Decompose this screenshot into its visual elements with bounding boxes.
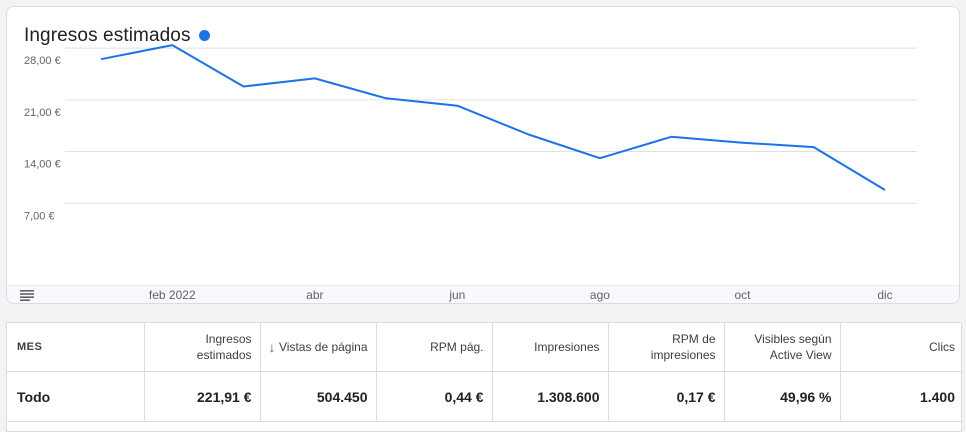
series-line[interactable]: [101, 45, 885, 190]
arrow-down-icon: ↓: [269, 339, 276, 355]
column-header-clics[interactable]: Clics: [840, 323, 963, 372]
x-axis-strip: [7, 285, 960, 304]
column-header-rpm-pag[interactable]: RPM pág.: [376, 323, 492, 372]
column-header-vistas-label: Vistas de página: [279, 339, 368, 355]
table-cell: 1.308.600: [492, 372, 608, 422]
column-header-vistas[interactable]: ↓ Vistas de página: [260, 323, 376, 372]
column-header-mes[interactable]: MES: [7, 323, 144, 372]
column-header-impresiones[interactable]: Impresiones: [492, 323, 608, 372]
table-cell: Todo: [7, 372, 144, 422]
column-header-ingresos[interactable]: Ingresos estimados: [144, 323, 260, 372]
table-cell: 221,91 €: [144, 372, 260, 422]
table-cell: 0,17 €: [608, 372, 724, 422]
table-row: Todo 221,91 € 504.450 0,44 € 1.308.600 0…: [7, 372, 963, 422]
column-header-active-view[interactable]: Visibles según Active View: [724, 323, 840, 372]
table-header-row: MES Ingresos estimados ↓ Vistas de págin…: [7, 323, 963, 372]
y-tick-label: 7,00 €: [24, 210, 55, 222]
y-tick-label: 28,00 €: [24, 55, 61, 67]
list-icon[interactable]: [20, 290, 34, 301]
chart-card: Ingresos estimados 28,00 €21,00 €14,00 €…: [6, 6, 960, 304]
y-tick-label: 14,00 €: [24, 159, 61, 171]
table-cell: 0,44 €: [376, 372, 492, 422]
table-cell: 49,96 %: [724, 372, 840, 422]
report-table: MES Ingresos estimados ↓ Vistas de págin…: [6, 322, 962, 432]
column-header-rpm-impresiones[interactable]: RPM de impresiones: [608, 323, 724, 372]
line-chart: 28,00 € 21,00 € 14,00 € 7,00 €: [7, 7, 960, 285]
y-tick-label: 21,00 €: [24, 107, 61, 119]
table-cell: 1.400: [840, 372, 963, 422]
table-cell: 504.450: [260, 372, 376, 422]
